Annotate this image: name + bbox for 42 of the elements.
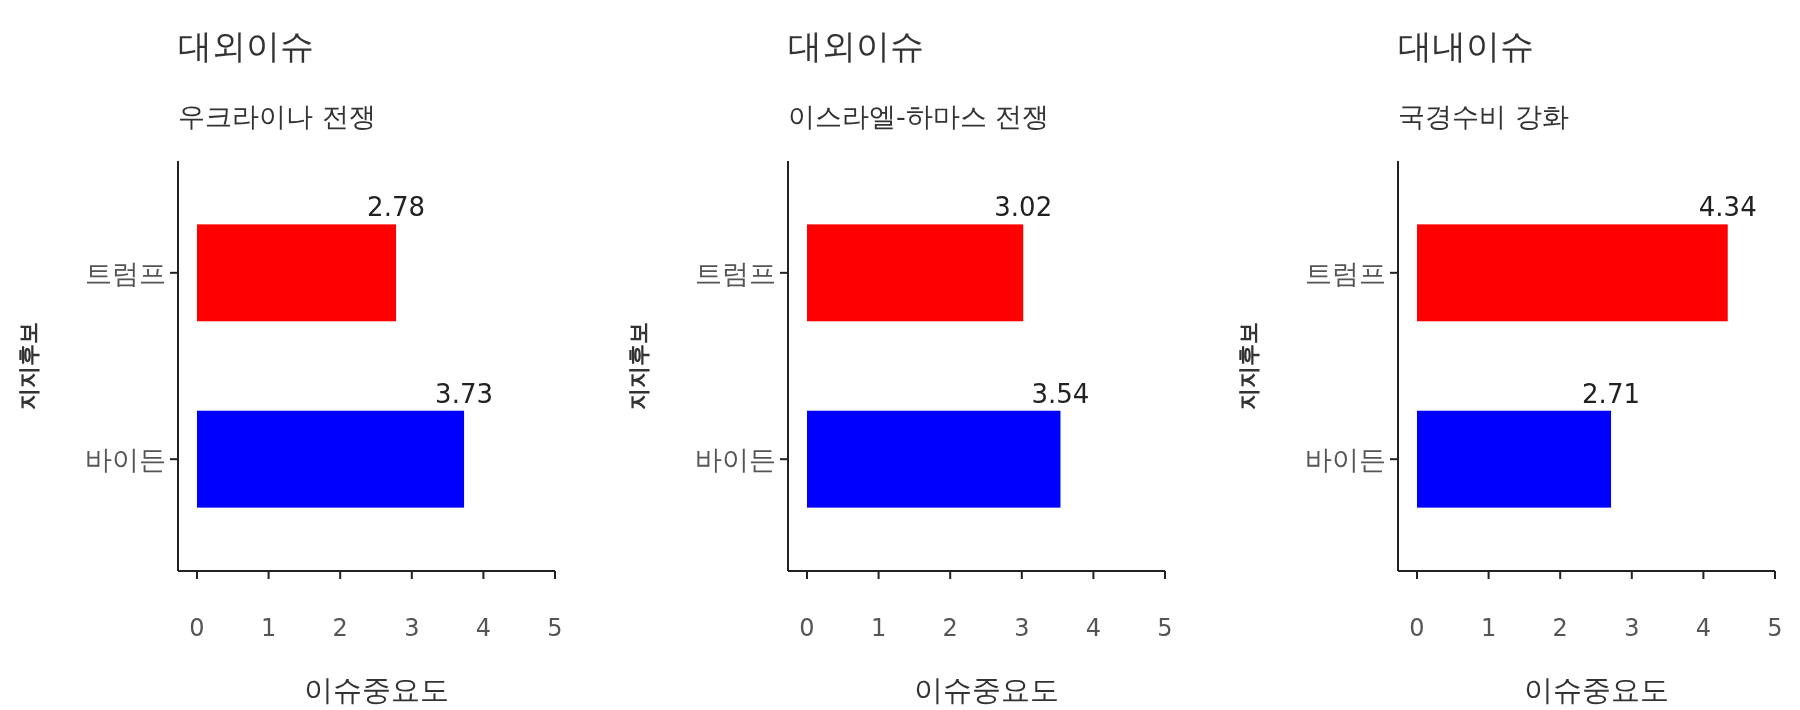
data-label: 3.54 xyxy=(1031,378,1090,409)
data-label: 4.34 xyxy=(1698,192,1757,223)
x-tick-label: 4 xyxy=(1695,614,1712,642)
x-tick-label: 2 xyxy=(332,614,348,642)
y-tick-label: 트럼프 xyxy=(85,257,166,289)
data-label: 3.02 xyxy=(994,192,1053,223)
x-tick-label: 2 xyxy=(1552,614,1568,642)
x-tick-label: 5 xyxy=(1157,614,1173,642)
y-tick-label: 바이든 xyxy=(85,444,166,476)
chart-subtitle: 우크라이나 전쟁 xyxy=(178,101,376,132)
y-axis-title: 지지후보 xyxy=(626,322,651,410)
chart-subtitle: 이스라엘-하마스 전쟁 xyxy=(788,101,1050,132)
x-tick-label: 4 xyxy=(1085,614,1102,642)
x-tick-label: 5 xyxy=(1767,614,1783,642)
x-tick-label: 2 xyxy=(942,614,958,642)
y-tick-label: 바이든 xyxy=(1305,444,1386,476)
y-axis-title: 지지후보 xyxy=(1236,322,1261,410)
x-tick-label: 0 xyxy=(1409,614,1425,642)
x-tick-label: 3 xyxy=(1624,614,1640,642)
x-axis-title: 이슈중요도 xyxy=(1523,673,1669,707)
x-tick-label: 3 xyxy=(1014,614,1030,642)
y-tick-label: 바이든 xyxy=(695,444,776,476)
data-label: 2.78 xyxy=(367,192,425,223)
y-tick-label: 트럼프 xyxy=(695,257,776,289)
y-axis-title: 지지후보 xyxy=(16,322,41,410)
data-label: 2.71 xyxy=(1582,378,1640,409)
x-tick-label: 1 xyxy=(260,614,277,642)
x-tick-label: 1 xyxy=(1480,614,1497,642)
chart-title: 대외이슈 xyxy=(788,26,924,66)
x-tick-label: 3 xyxy=(404,614,420,642)
chart-subtitle: 국경수비 강화 xyxy=(1398,101,1569,132)
x-tick-label: 0 xyxy=(799,614,815,642)
x-tick-label: 4 xyxy=(475,614,492,642)
data-label: 3.73 xyxy=(435,378,494,409)
chart-title: 대외이슈 xyxy=(178,26,314,66)
x-tick-label: 5 xyxy=(547,614,563,642)
x-tick-label: 1 xyxy=(870,614,887,642)
x-axis-title: 이슈중요도 xyxy=(303,673,449,707)
y-tick-label: 트럼프 xyxy=(1305,257,1386,289)
chart-title: 대내이슈 xyxy=(1398,26,1534,66)
x-tick-label: 0 xyxy=(189,614,205,642)
x-axis-title: 이슈중요도 xyxy=(913,673,1059,707)
